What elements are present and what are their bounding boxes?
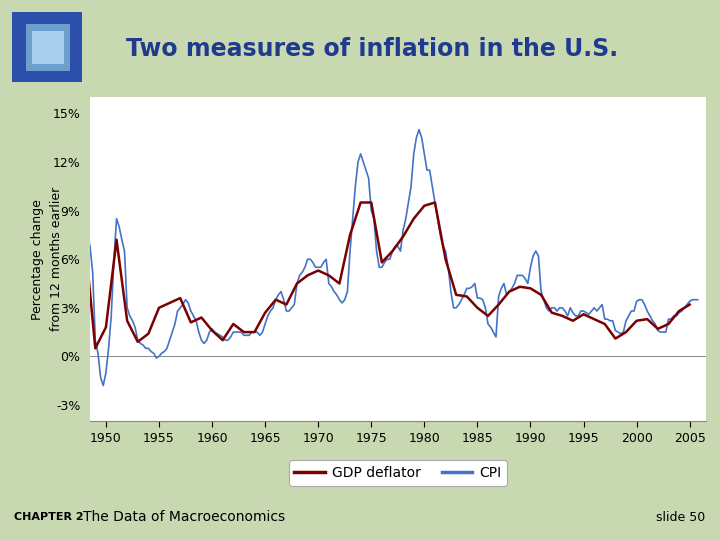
FancyBboxPatch shape [12,12,82,83]
CPI [168,329,176,335]
GDP deflator [229,321,238,327]
GDP deflator [356,199,365,206]
CPI [139,342,148,348]
Legend: GDP deflator, CPI: GDP deflator, CPI [289,461,507,485]
GDP deflator [81,233,89,240]
GDP deflator [664,321,672,327]
Text: slide 50: slide 50 [657,510,706,524]
GDP deflator [505,288,513,295]
Line: CPI: CPI [85,130,698,386]
CPI [680,305,689,311]
GDP deflator [91,345,99,352]
Text: Two measures of inflation in the U.S.: Two measures of inflation in the U.S. [126,37,618,60]
Line: GDP deflator: GDP deflator [85,202,690,348]
GDP deflator [547,309,556,316]
FancyBboxPatch shape [32,30,63,64]
CPI [274,292,283,298]
CPI [242,332,251,339]
CPI [415,126,423,133]
Y-axis label: Percentage change
from 12 months earlier: Percentage change from 12 months earlier [31,187,63,332]
GDP deflator [611,335,620,342]
Text: The Data of Macroeconomics: The Data of Macroeconomics [83,510,285,524]
GDP deflator [685,301,694,308]
CPI [99,382,107,389]
CPI [81,222,89,228]
Text: CHAPTER 2: CHAPTER 2 [14,512,84,522]
CPI [133,337,142,343]
CPI [693,296,702,303]
FancyBboxPatch shape [27,24,70,71]
GDP deflator [240,329,248,335]
